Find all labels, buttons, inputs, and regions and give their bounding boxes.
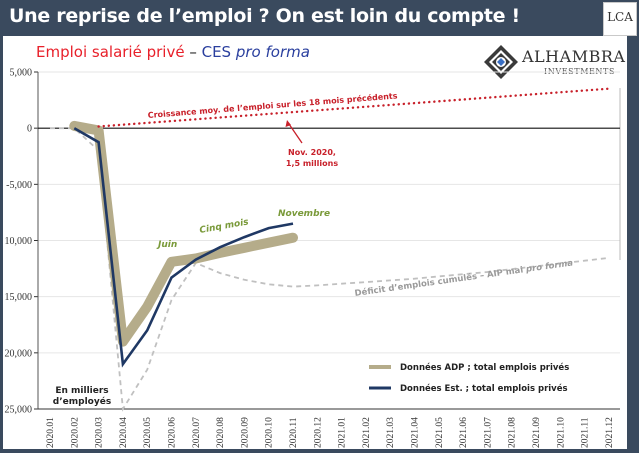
chart-subtitle: Emploi salarié privé – CES pro forma [36, 43, 310, 61]
x-tick-label: 2021.03 [386, 417, 396, 448]
lca-logo-text: LCA [607, 10, 633, 24]
x-tick-label: 2021.01 [338, 417, 348, 448]
x-tick-label: 2020.03 [95, 417, 105, 448]
y-tick-label: 10,000 [5, 236, 33, 247]
x-tick-label: 2020.12 [313, 417, 323, 448]
annotation-nov-2020: Nov. 2020, [288, 148, 336, 157]
x-tick-label: 2021.05 [435, 417, 445, 448]
annotation-juin: Juin [156, 240, 177, 250]
annotation-cinq-mois: Cinq mois [199, 217, 250, 236]
subtitle-part2: CES [201, 43, 236, 61]
y-tick-label: 0 [27, 124, 32, 135]
x-tick-label: 2020.10 [265, 417, 275, 448]
series-deficit-line [50, 127, 610, 412]
series-adp-line [69, 120, 298, 347]
series [50, 87, 611, 412]
legend-label-adp: Données ADP ; total emplois privés [400, 362, 569, 373]
arrow-head-icon [285, 120, 291, 127]
x-tick-label: 2021.04 [411, 417, 421, 448]
y-tick-label: 15,000 [5, 292, 33, 303]
x-tick-label: 2021.12 [605, 417, 615, 448]
series-est-line [73, 127, 294, 368]
brand-name: ALHAMBRA [522, 47, 626, 66]
x-tick-label: 2021.06 [459, 417, 469, 448]
y-tick-label: 25,000 [5, 405, 33, 416]
series-trend-line [97, 87, 611, 128]
x-tick-label: 2020.02 [70, 417, 80, 448]
lca-logo: LCA [603, 2, 637, 36]
x-tick-label: 2021.09 [532, 417, 542, 448]
annotation-1-5-millions: 1,5 millions [286, 159, 338, 168]
title-bar: Une reprise de l’emploi ? On est loin du… [0, 0, 639, 36]
x-tick-label: 2020.09 [240, 417, 250, 448]
subtitle-separator: – [184, 43, 202, 61]
x-tick-label: 2021.07 [483, 417, 493, 448]
x-tick-label: 2020.01 [46, 417, 56, 448]
annotation-deficit-italic: pro forma [524, 258, 574, 275]
x-tick-label: 2020.06 [168, 417, 178, 448]
x-tick-label: 2020.04 [119, 417, 129, 448]
subtitle-part3: pro forma [235, 43, 310, 61]
legend-label-est: Données Est. ; total emplois privés [400, 383, 568, 394]
grid [38, 71, 620, 410]
page-title: Une reprise de l’emploi ? On est loin du… [9, 5, 520, 27]
y-tick-label: -5,000 [6, 180, 32, 191]
x-tick-label: 2021.08 [508, 417, 518, 448]
x-tick-label: 2021.02 [362, 417, 372, 448]
annotation-deficit: Déficit d’emplois cumulés – AIP mai pro … [354, 257, 574, 299]
x-tick-label: 2021.11 [581, 417, 591, 448]
axes: 5,000 0 -5,000 10,000 15,000 20,000 25,000 2020… [5, 68, 621, 448]
alhambra-diamond-icon [484, 45, 518, 79]
unit-label-line2: d’employés [53, 396, 111, 407]
x-tick-label: 2020.08 [216, 417, 226, 448]
annotation-arrow [288, 123, 303, 144]
subtitle-part1: Emploi salarié privé [36, 43, 185, 61]
y-tick-label: 20,000 [5, 348, 33, 359]
x-tick-label: 2020.07 [192, 417, 202, 448]
x-tick-label: 2021.10 [556, 417, 566, 448]
annotation-novembre: Novembre [278, 209, 330, 219]
legend: Données ADP ; total emplois privés Donné… [369, 362, 569, 394]
x-tick-label: 2020.05 [143, 417, 153, 448]
annotation-trend: Croissance moy. de l’emploi sur les 18 m… [147, 90, 398, 120]
y-tick-label: 5,000 [10, 68, 33, 79]
unit-label-line1: En milliers [55, 386, 108, 396]
x-tick-label: 2020.11 [289, 417, 299, 448]
